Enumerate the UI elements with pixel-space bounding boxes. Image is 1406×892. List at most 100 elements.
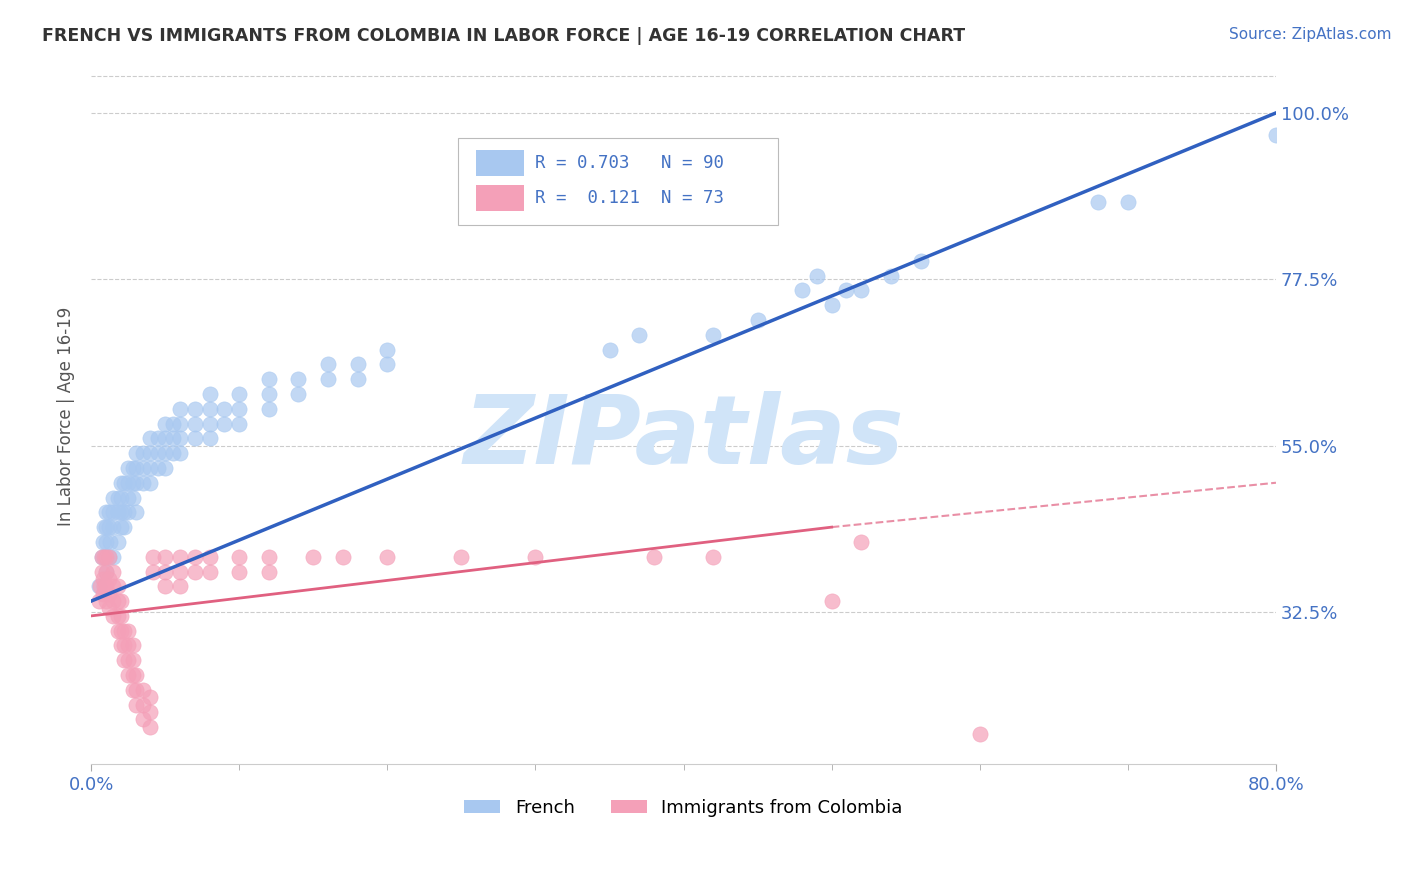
Point xyxy=(184,549,207,564)
Point xyxy=(103,608,125,623)
Point xyxy=(139,446,162,460)
Point xyxy=(110,520,132,534)
Point xyxy=(132,461,155,475)
Point xyxy=(287,372,309,386)
Point xyxy=(198,387,221,401)
Point xyxy=(107,608,129,623)
Point xyxy=(112,505,135,519)
Point xyxy=(124,446,146,460)
Point xyxy=(162,417,184,431)
Point xyxy=(87,594,110,608)
Point xyxy=(97,549,120,564)
Point xyxy=(112,653,135,667)
Point xyxy=(121,461,143,475)
Point xyxy=(153,549,176,564)
Point xyxy=(142,549,165,564)
Point xyxy=(89,579,111,593)
Point xyxy=(835,284,858,298)
Point xyxy=(107,535,129,549)
Point xyxy=(184,401,207,416)
Point xyxy=(169,549,191,564)
Point xyxy=(228,417,250,431)
Text: R =  0.121  N = 73: R = 0.121 N = 73 xyxy=(536,189,724,207)
Point xyxy=(257,401,280,416)
FancyBboxPatch shape xyxy=(477,150,523,177)
Point xyxy=(103,505,125,519)
Point xyxy=(162,431,184,445)
Point xyxy=(257,387,280,401)
Point xyxy=(121,639,143,653)
Point xyxy=(198,565,221,579)
Point xyxy=(117,639,139,653)
Point xyxy=(91,587,114,601)
Point xyxy=(287,387,309,401)
Point xyxy=(142,565,165,579)
Point xyxy=(228,401,250,416)
Point xyxy=(747,313,769,327)
Point xyxy=(214,417,236,431)
Point xyxy=(377,358,399,372)
Point xyxy=(1279,120,1302,135)
Point xyxy=(94,565,117,579)
FancyBboxPatch shape xyxy=(458,138,779,225)
Point xyxy=(124,475,146,490)
Point xyxy=(316,358,339,372)
Point xyxy=(124,505,146,519)
Point xyxy=(702,327,724,342)
Point xyxy=(124,698,146,712)
Point xyxy=(97,520,120,534)
Point xyxy=(110,639,132,653)
Point xyxy=(169,565,191,579)
Point xyxy=(97,572,120,586)
Text: ZIPatlas: ZIPatlas xyxy=(463,391,904,483)
Point xyxy=(346,358,368,372)
Point xyxy=(132,698,155,712)
Point xyxy=(969,727,991,741)
Point xyxy=(121,653,143,667)
Point xyxy=(107,491,129,505)
Point xyxy=(806,268,828,283)
Point xyxy=(153,417,176,431)
Point xyxy=(103,565,125,579)
Point xyxy=(124,461,146,475)
Point xyxy=(107,505,129,519)
Point xyxy=(214,401,236,416)
Point xyxy=(103,520,125,534)
Point xyxy=(117,461,139,475)
Point xyxy=(97,505,120,519)
Point xyxy=(316,372,339,386)
Point xyxy=(257,565,280,579)
Point xyxy=(524,549,547,564)
Text: R = 0.703   N = 90: R = 0.703 N = 90 xyxy=(536,154,724,172)
Point xyxy=(97,549,120,564)
Point xyxy=(302,549,325,564)
Point xyxy=(87,579,110,593)
Point xyxy=(377,343,399,357)
Point xyxy=(121,491,143,505)
Point xyxy=(198,431,221,445)
Point xyxy=(139,475,162,490)
Point xyxy=(1265,128,1288,142)
Point xyxy=(90,565,112,579)
Point xyxy=(93,579,115,593)
Point xyxy=(93,520,115,534)
Point xyxy=(257,549,280,564)
Point xyxy=(103,579,125,593)
Point xyxy=(198,549,221,564)
Point xyxy=(94,535,117,549)
Point xyxy=(132,475,155,490)
Point xyxy=(153,461,176,475)
Point xyxy=(117,475,139,490)
Point xyxy=(110,475,132,490)
Point xyxy=(169,431,191,445)
Point xyxy=(228,549,250,564)
Point xyxy=(117,624,139,638)
Point xyxy=(184,565,207,579)
Point xyxy=(851,284,873,298)
Point xyxy=(94,565,117,579)
Point xyxy=(112,475,135,490)
Point xyxy=(146,446,169,460)
Point xyxy=(332,549,354,564)
Point xyxy=(93,549,115,564)
Point xyxy=(880,268,903,283)
